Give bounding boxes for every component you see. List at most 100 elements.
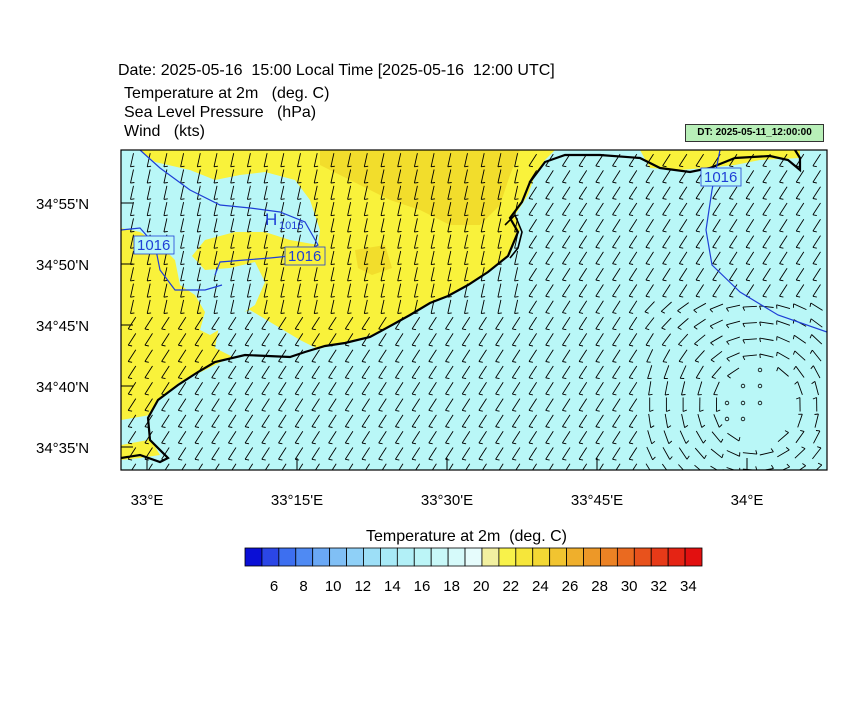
lat-label: 34°35'N [36, 440, 89, 457]
wind-barb-flag [762, 246, 767, 249]
wind-barb [759, 337, 774, 341]
wind-barb-flag [661, 327, 666, 331]
wind-barb-flag [414, 279, 419, 282]
wind-barb-flag [345, 328, 350, 331]
wind-barb [413, 202, 418, 216]
wind-barb-flag [579, 426, 584, 428]
wind-barb-flag [746, 279, 751, 282]
wind-barb [180, 218, 185, 233]
wind-barb-flag [380, 182, 385, 184]
wind-barb-flag [397, 198, 402, 200]
wind-barb-flag [612, 361, 617, 363]
wind-barb-flag [712, 230, 717, 233]
wind-barb [545, 333, 554, 346]
wind-barb-flag [163, 312, 168, 314]
wind-barb [464, 299, 468, 314]
wind-barb-flag [496, 476, 500, 477]
wind-barb-flag [431, 263, 436, 266]
wind-barb [664, 413, 669, 428]
colorbar [244, 547, 703, 567]
wind-barb-flag [228, 393, 233, 396]
wind-barb-flag [380, 198, 385, 200]
wind-barb-flag [629, 442, 634, 445]
wind-barb-flag [261, 409, 266, 412]
wind-barb-flag [128, 442, 133, 445]
wind-barb-flag [228, 344, 233, 347]
wind-barb-flag [147, 165, 152, 168]
wind-barb [344, 398, 354, 411]
wind-barb [759, 321, 774, 325]
wind-barb [230, 283, 235, 298]
wind-barb-flag [379, 476, 383, 477]
wind-barb [395, 414, 404, 427]
wind-barb-flag [462, 328, 467, 331]
wind-barb-flag [579, 246, 584, 249]
wind-barb-flag [431, 165, 436, 168]
wind-barb [230, 218, 235, 233]
wind-barb [177, 430, 187, 444]
wind-barb [612, 414, 621, 427]
wind-barb [447, 299, 452, 314]
wind-barb-flag [245, 442, 250, 445]
wind-barb-flag [679, 165, 684, 168]
wind-barb-flag [528, 246, 533, 249]
wind-barb-flag [612, 230, 617, 233]
wind-barb-flag [314, 312, 319, 314]
wind-barb [228, 447, 237, 460]
colorbar-swatch [430, 547, 449, 567]
wind-barb-flag [228, 458, 233, 461]
colorbar-label: 28 [591, 578, 608, 595]
wind-barb [795, 170, 805, 183]
wind-barb [779, 235, 788, 248]
isobar-1016-center [139, 150, 319, 276]
wind-barb [311, 333, 320, 346]
wind-barb-flag [629, 230, 634, 233]
wind-barb-flag [729, 263, 734, 265]
wind-barb [795, 235, 805, 248]
wind-barb-flag [645, 230, 650, 233]
wind-barb-flag [261, 328, 266, 331]
variable-pressure-label: Sea Level Pressure (hPa) [124, 104, 317, 121]
wind-barb-flag [247, 312, 252, 314]
wind-barb-flag [295, 409, 300, 412]
isobar-label-center: 1016 [288, 248, 321, 265]
wind-barb [344, 447, 354, 460]
wind-barb [812, 219, 821, 232]
wind-barb [163, 299, 168, 314]
wind-barb-flag [431, 230, 436, 233]
wind-barb-flag [228, 361, 233, 363]
wind-barb [144, 349, 153, 362]
wind-barb-flag [800, 429, 805, 432]
wind-barb-flag [128, 426, 133, 428]
wind-barb [648, 413, 652, 428]
wind-barb [313, 169, 318, 184]
wind-barb [812, 186, 821, 199]
wind-barb-flag [397, 165, 402, 168]
wind-barb-flag [364, 165, 369, 168]
wind-barb [511, 349, 521, 362]
wind-barb-flag [280, 247, 285, 249]
wind-barb-flag [428, 328, 433, 331]
wind-barb-flag [330, 214, 335, 217]
wind-barb-flag [495, 458, 500, 461]
wind-barb-flag [380, 263, 385, 266]
wind-barb-flag [180, 165, 185, 168]
wind-barb-flag [801, 446, 806, 450]
wind-barb [397, 169, 402, 184]
wind-barb-flag [462, 426, 467, 428]
wind-barb-flag [612, 328, 617, 331]
wind-barb [595, 349, 604, 362]
wind-barb [213, 218, 218, 233]
wind-barb-flag [595, 361, 600, 363]
wind-barb [280, 218, 285, 233]
wind-barb-flag [512, 328, 517, 331]
wind-barb-flag [729, 279, 734, 282]
wind-barb-flag [361, 442, 366, 445]
wind-barb-flag [514, 296, 519, 298]
wind-barb-flag [481, 312, 486, 314]
wind-barb [478, 382, 487, 395]
wind-barb-flag [295, 442, 300, 445]
wind-barb-flag [481, 247, 486, 249]
wind-barb-flag [447, 214, 452, 217]
wind-barb [528, 284, 537, 297]
